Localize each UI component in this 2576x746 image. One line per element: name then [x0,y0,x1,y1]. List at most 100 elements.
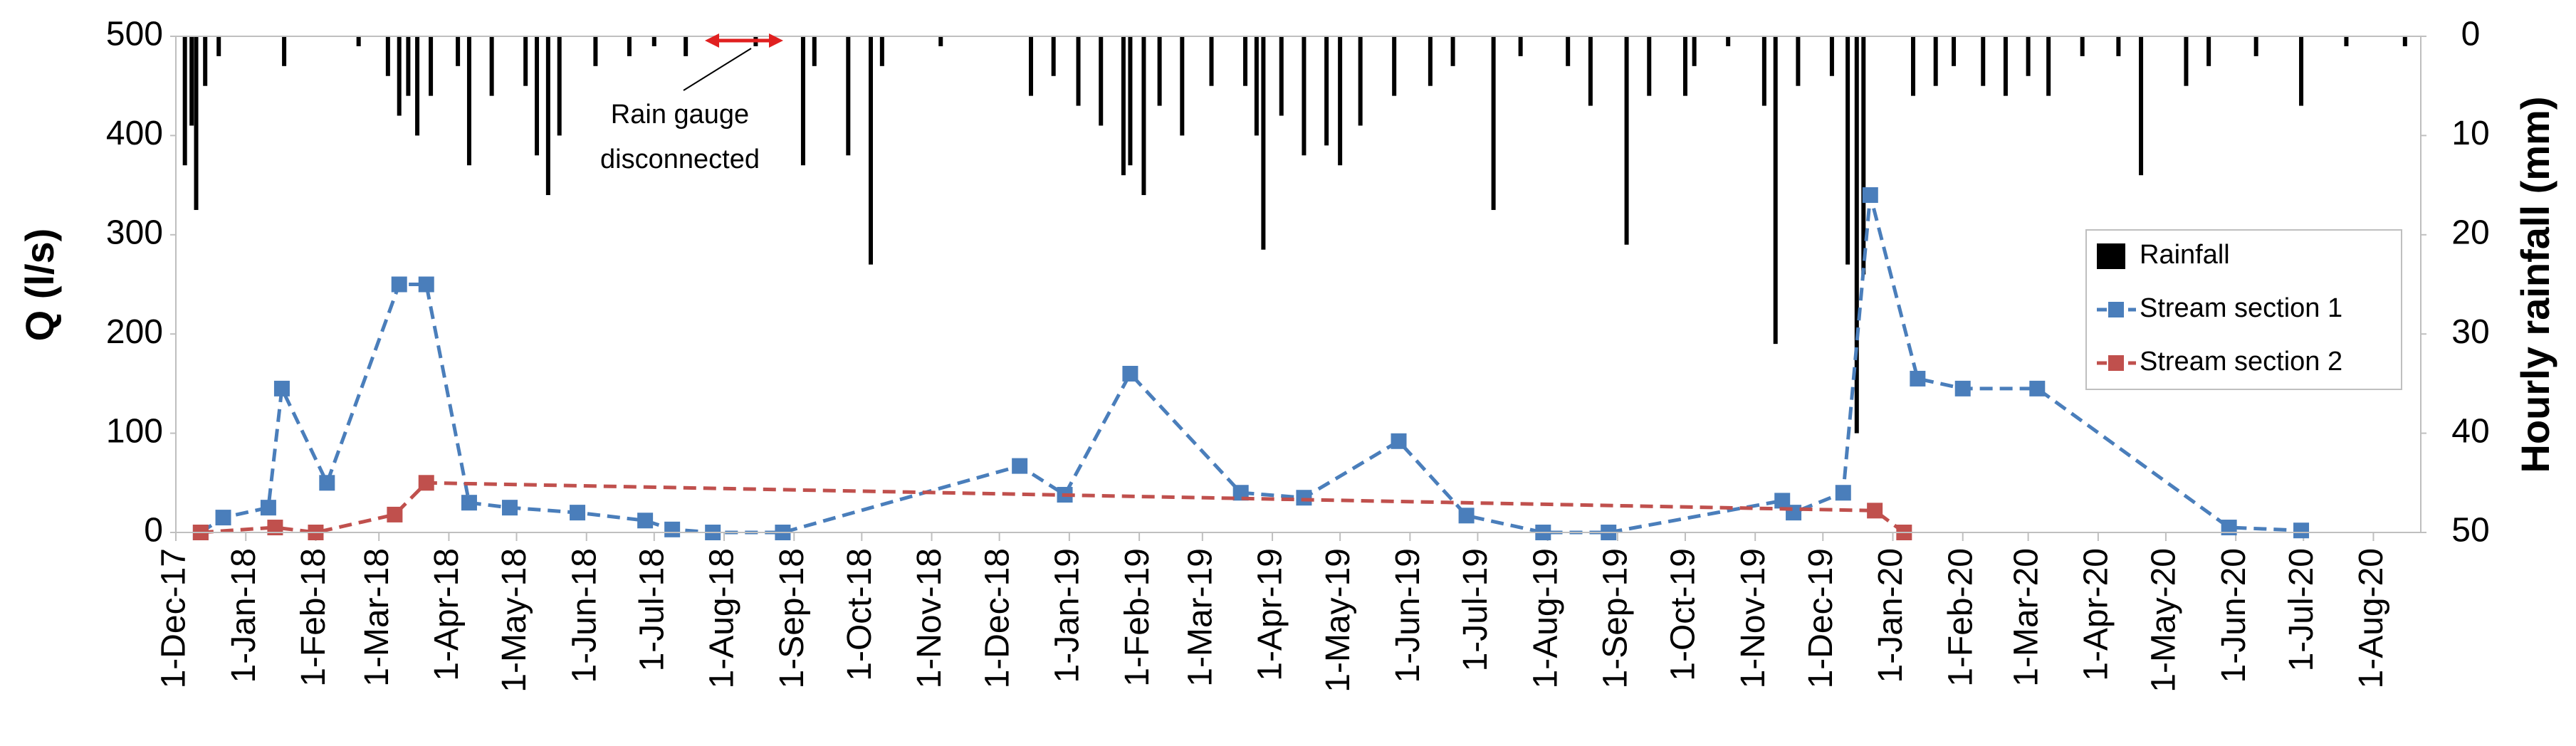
rain-bar [2139,36,2144,176]
y-tick-label: 200 [106,313,163,351]
rain-bar [2026,36,2031,76]
rain-bar [879,36,884,66]
x-tick-label: 1-Jan-18 [225,548,263,683]
legend-label: Rainfall [2140,240,2230,270]
rain-bar [194,36,199,210]
series-marker [1954,380,1971,396]
annotation: Rain gauge [611,100,749,130]
rain-bar [406,36,411,96]
rain-bar [545,36,550,196]
series-marker [2293,522,2310,539]
rain-bar [2206,36,2211,66]
rain-bar [812,36,817,66]
x-tick-label: 1-Sep-18 [773,548,811,688]
y2-tick-label: 10 [2451,115,2489,152]
rain-bar [1854,36,1859,434]
x-tick-label: 1-Nov-18 [911,548,948,688]
x-tick-label: 1-Jun-19 [1389,548,1427,683]
x-tick-label: 1-Dec-19 [1802,548,1840,688]
x-tick-label: 1-Oct-19 [1665,548,1702,681]
rain-bar [1279,36,1284,116]
rain-bar [593,36,598,66]
rain-bar [2344,36,2349,46]
rain-bar [1647,36,1652,96]
rain-bar [1157,36,1162,106]
rain-bar [1682,36,1687,96]
legend-label: Stream section 1 [2140,293,2342,323]
rain-bar [1692,36,1697,66]
rain-bar [1761,36,1766,106]
legend-label: Stream section 2 [2140,347,2342,377]
rain-bar [557,36,562,136]
series-marker [418,475,434,491]
rain-bar [1028,36,1033,96]
x-tick-label: 1-Dec-18 [978,548,1016,688]
rain-bar [1141,36,1146,196]
series-marker [637,513,654,529]
plot-border [175,36,2421,533]
x-tick-label: 1-Jan-20 [1872,548,1910,683]
x-tick-label: 1-May-18 [496,548,533,693]
series-marker [2029,380,2046,396]
x-tick-label: 1-Mar-18 [358,548,396,687]
rain-bar [1933,36,1938,86]
series-line [199,194,2302,535]
series-marker [570,505,586,521]
rain-bar [282,36,287,66]
y2-tick-label: 50 [2451,512,2489,550]
plot-area [170,36,2426,541]
y-tick-label: 500 [106,16,163,53]
x-tick-label: 1-Sep-19 [1597,548,1635,688]
series-marker [1458,508,1475,524]
rain-bar [1796,36,1801,86]
x-tick-label: 1-May-19 [1319,548,1357,693]
legend-box [2085,229,2402,390]
legend: Rainfall Stream section 1 Stream section 2 [2085,229,2402,390]
legend-marker [2108,355,2124,371]
legend-marker [2108,302,2124,317]
series-marker [1774,493,1791,509]
x-tick-label: 1-Feb-20 [1942,548,1979,687]
y2-tick-label: 30 [2451,313,2489,351]
series-marker [267,520,283,536]
series-marker [260,500,276,516]
series-marker [1786,505,1802,521]
x-tick-label: 1-Mar-20 [2007,548,2045,687]
series-marker [1232,485,1249,501]
rain-bar [1099,36,1104,126]
rain-bar [2046,36,2051,96]
annotation: disconnected [600,145,760,174]
series-marker [1296,490,1312,506]
rain-bar [1392,36,1397,96]
legend-swatch [2097,243,2125,269]
x-tick-label: 1-Oct-18 [841,548,879,681]
rain-bar [182,36,187,166]
rain-bar [1128,36,1133,166]
rain-bar [1952,36,1957,66]
y2-axis-title: Hourly rainfall (mm) [2513,97,2557,473]
y2-tick-label: 20 [2451,214,2489,251]
series-marker [664,521,681,537]
rain-bar [800,36,805,166]
rain-bar [1324,36,1329,146]
y2-tick-label: 0 [2461,16,2481,53]
rain-bar [1358,36,1363,126]
rain-bar [1450,36,1455,66]
x-tick-label: 1-Jul-19 [1457,548,1494,671]
rain-bar [1624,36,1629,245]
rain-bar [1726,36,1731,46]
series-marker [1867,503,1883,519]
annotation-leader [683,48,752,91]
series-marker [1862,187,1878,204]
rain-bar [1051,36,1056,76]
rain-bar [1861,36,1866,275]
rain-bar [1338,36,1343,166]
rain-bar [2299,36,2304,106]
x-tick-label: 1-Jul-18 [633,548,671,671]
series-marker [461,495,477,511]
rain-bar [216,36,221,56]
x-tick-label: 1-Jan-19 [1049,548,1087,683]
arrow-head [769,33,783,48]
x-tick-label: 1-Feb-18 [295,548,333,687]
x-tick-label: 1-Aug-20 [2352,548,2390,688]
